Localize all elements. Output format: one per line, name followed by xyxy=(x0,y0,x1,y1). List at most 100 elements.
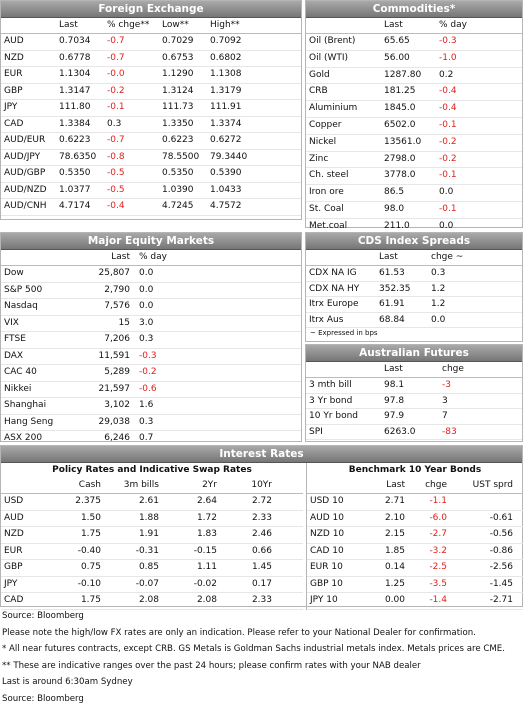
futures-section: Australian Futures Last chge 3 mth bill 98.… xyxy=(305,344,523,442)
value-cell: 1.88 xyxy=(138,512,159,523)
value-cell: 0.7029 xyxy=(162,36,194,46)
header-cell: % day xyxy=(439,20,467,30)
value-cell: 2,790 xyxy=(104,284,130,295)
value-cell: -0.1 xyxy=(439,170,457,181)
row-label: VIX xyxy=(4,317,19,328)
value-cell: -0.1 xyxy=(107,102,125,112)
section-title: CDS Index Spreads xyxy=(306,233,522,250)
futures-table: Last chge 3 mth bill 98.1 -3 3 Yr bond 97.8 3 10… xyxy=(306,362,522,440)
header-cell xyxy=(306,362,381,377)
value-cell: 2798.0 xyxy=(384,153,416,164)
row-label: Copper xyxy=(309,119,342,130)
value-cell: 1.11 xyxy=(196,562,217,572)
subtable-title: Benchmark 10 Year Bonds xyxy=(348,465,482,475)
value-cell: -1.45 xyxy=(489,578,513,589)
data-row: EUR 10 0.14 -2.5 -2.56 xyxy=(307,560,523,577)
value-cell: -2.71 xyxy=(489,595,513,605)
value-cell: 0.6802 xyxy=(210,52,242,63)
value-cell: -0.7 xyxy=(107,52,125,63)
value-cell: -0.40 xyxy=(77,545,101,556)
value-cell: 2.33 xyxy=(251,512,272,523)
value-cell: -2.5 xyxy=(429,562,447,572)
value-cell: -1.1 xyxy=(429,496,447,506)
value-cell: 68.84 xyxy=(379,314,405,325)
header-cell: Last xyxy=(384,364,403,374)
value-cell: 0.0 xyxy=(439,220,454,231)
value-cell: -6.0 xyxy=(429,512,447,523)
value-cell: 1.50 xyxy=(80,512,101,523)
cds-table: Last chge ~ CDX NA IG 61.53 0.3 CDX NA HY 352.… xyxy=(306,250,522,328)
value-cell: 0.0 xyxy=(139,284,154,295)
row-label: CAD xyxy=(4,595,24,605)
data-row: EUR -0.40 -0.31 -0.15 0.66 xyxy=(1,544,303,560)
value-cell: 65.65 xyxy=(384,36,410,46)
value-cell: 3.0 xyxy=(139,317,154,328)
value-cell: 1.0390 xyxy=(162,184,194,195)
row-label: AUD/NZD xyxy=(4,184,47,195)
value-cell: 0.0 xyxy=(431,314,446,325)
fx-section: Foreign Exchange Last % chge** Low** High**… xyxy=(0,0,302,220)
value-cell: 86.5 xyxy=(384,187,405,198)
value-cell: -0.7 xyxy=(107,135,125,145)
section-title: Commodities* xyxy=(306,1,522,18)
value-cell: 61.53 xyxy=(379,268,405,278)
value-cell: 2.375 xyxy=(75,496,101,506)
header-row: Last chge UST sprd xyxy=(307,478,523,494)
header-cell xyxy=(1,18,56,33)
row-label: Oil (Brent) xyxy=(309,36,356,46)
value-cell: 97.9 xyxy=(384,411,405,421)
value-cell: 111.91 xyxy=(210,102,242,112)
row-label: FTSE xyxy=(4,334,26,344)
value-cell: -2.56 xyxy=(489,562,513,572)
row-label: AUD xyxy=(4,512,24,523)
row-label: Itrx Aus xyxy=(309,314,344,325)
value-cell: 78.6350 xyxy=(59,151,97,162)
header-cell xyxy=(1,478,49,493)
header-cell: Cash xyxy=(78,480,101,490)
value-cell: -0.3 xyxy=(139,350,157,361)
value-cell: 0.6223 xyxy=(59,135,91,145)
value-cell: -0.1 xyxy=(439,203,457,214)
data-row: NZD 0.6778 -0.7 0.6753 0.6802 xyxy=(1,51,301,67)
equities-table: Last% day Dow 25,807 0.0 S&P 500 2,790 0.0 Nasd… xyxy=(1,250,301,448)
value-cell: -0.5 xyxy=(107,168,125,178)
value-cell: 0.5350 xyxy=(59,168,91,178)
header-cell: High** xyxy=(210,20,240,30)
data-row: CDX NA IG 61.53 0.3 xyxy=(306,266,522,282)
value-cell: -0.61 xyxy=(489,512,513,523)
value-cell: 13561.0 xyxy=(384,136,422,147)
data-row: CDX NA HY 352.35 1.2 xyxy=(306,282,522,297)
value-cell: -0.4 xyxy=(439,86,457,97)
value-cell: 0.7092 xyxy=(210,36,242,46)
data-row: Dow 25,807 0.0 xyxy=(1,266,301,283)
value-cell: 6263.0 xyxy=(384,426,416,437)
value-cell: 6,246 xyxy=(104,433,130,443)
footnote: Last is around 6:30am Sydney xyxy=(2,677,133,688)
value-cell: -0.7 xyxy=(107,36,125,46)
row-label: CAC 40 xyxy=(4,367,37,377)
value-cell: 1.3147 xyxy=(59,85,91,96)
value-cell: 3778.0 xyxy=(384,170,416,181)
value-cell: 111.80 xyxy=(59,102,91,112)
value-cell: 0.5390 xyxy=(210,168,242,178)
value-cell: 1.25 xyxy=(384,578,405,589)
section-title: Interest Rates xyxy=(1,446,522,463)
data-row: CAD 1.3384 0.3 1.3350 1.3374 xyxy=(1,117,301,133)
value-cell: 211.0 xyxy=(384,220,410,231)
header-cell xyxy=(306,250,376,265)
header-row: Last chge xyxy=(306,362,522,378)
row-label: AUD/JPY xyxy=(4,151,41,162)
value-cell: 98.1 xyxy=(384,380,405,390)
row-label: EUR xyxy=(4,69,23,79)
value-cell: 1.75 xyxy=(80,595,101,605)
value-cell: 2.08 xyxy=(196,595,217,605)
commodities-section: Commodities* Last % day Oil (Brent) 65.65 -0… xyxy=(305,0,523,236)
value-cell: -0.86 xyxy=(489,545,513,556)
value-cell: -83 xyxy=(442,426,457,437)
value-cell: 2.10 xyxy=(384,512,405,523)
data-row: Oil (WTI) 56.00 -1.0 xyxy=(306,51,522,68)
value-cell: 7 xyxy=(442,411,448,421)
row-label: Dow xyxy=(4,268,24,278)
value-cell: 2.33 xyxy=(251,595,272,605)
